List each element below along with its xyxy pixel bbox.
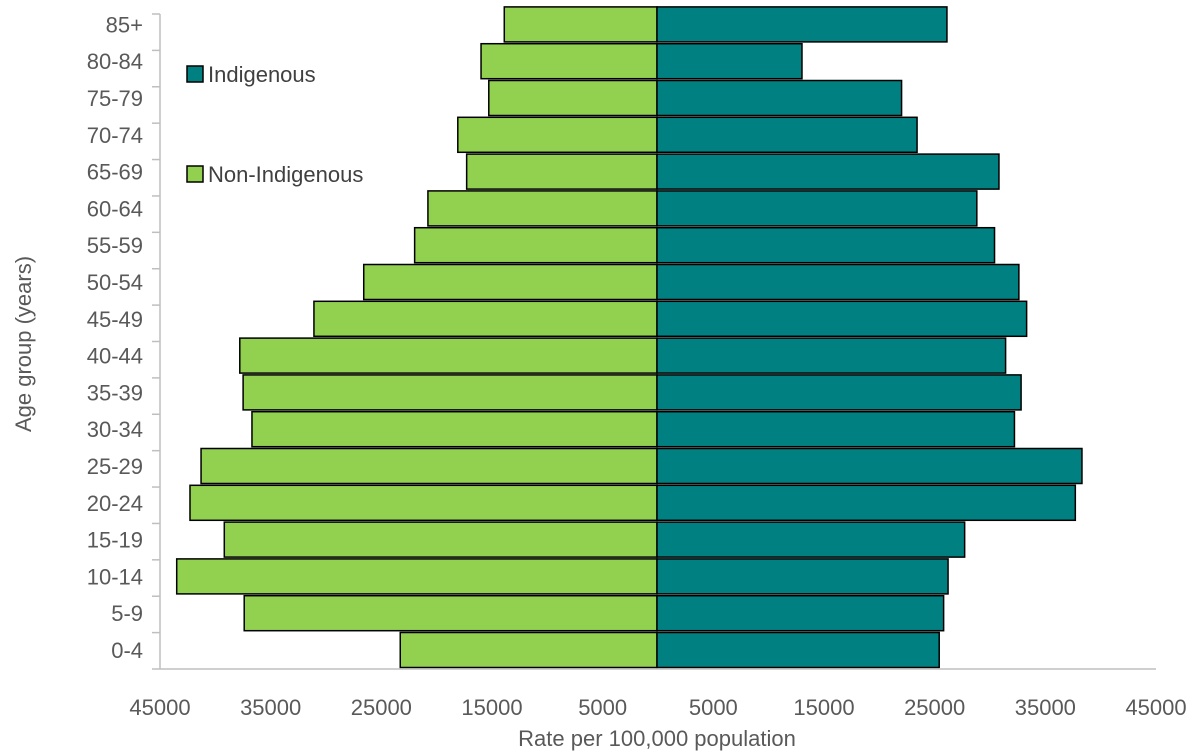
indigenous-bar-30-34 (656, 410, 1016, 448)
non-indigenous-bar-65-69 (465, 153, 658, 190)
x-tick-label: 35000 (240, 695, 301, 720)
y-tick-label-75-79: 75-79 (87, 86, 143, 111)
y-axis-title: Age group (years) (11, 256, 36, 432)
non-indigenous-bar-5-9 (243, 594, 658, 632)
x-tick-label: 5000 (578, 695, 627, 720)
indigenous-bar-15-19 (656, 521, 966, 558)
x-tick-label: 35000 (1015, 695, 1076, 720)
indigenous-bar-60-64 (656, 190, 978, 227)
non-indigenous-bar-15-19 (223, 521, 658, 558)
x-tick-label: 45000 (129, 695, 190, 720)
x-axis-title: Rate per 100,000 population (518, 726, 796, 751)
y-tick-label-65-69: 65-69 (87, 160, 143, 185)
indigenous-bar-65-69 (656, 153, 1000, 190)
y-tick-label-20-24: 20-24 (87, 491, 143, 516)
indigenous-bar-70-74 (656, 116, 918, 154)
y-tick-label-55-59: 55-59 (87, 233, 143, 258)
y-tick-label-70-74: 70-74 (87, 123, 143, 148)
y-tick-label-60-64: 60-64 (87, 196, 143, 221)
indigenous-bar-5-9 (656, 594, 945, 632)
y-tick-label-80-84: 80-84 (87, 49, 143, 74)
non-indigenous-bar-10-14 (175, 558, 658, 595)
non-indigenous-bar-50-54 (362, 263, 658, 301)
non-indigenous-bar-80-84 (480, 42, 658, 80)
non-indigenous-bar-45-49 (313, 300, 658, 338)
y-tick-label-30-34: 30-34 (87, 417, 143, 442)
y-tick-labels: 0-4 5-9 10-14 15-19 20-24 25-29 30-34 35-39 40-4… (87, 12, 143, 663)
x-tick-label: 25000 (351, 695, 412, 720)
indigenous-bar-85+ (656, 6, 948, 43)
legend-label-non-indigenous: Non-Indigenous (208, 162, 363, 187)
y-tick-label-85+: 85+ (106, 12, 143, 37)
non-indigenous-bar-20-24 (189, 484, 658, 522)
y-tick-label-10-14: 10-14 (87, 564, 143, 589)
indigenous-bar-75-79 (656, 79, 903, 117)
axes (152, 13, 1156, 670)
indigenous-bar-10-14 (656, 558, 949, 595)
y-tick-label-0-4: 0-4 (111, 638, 143, 663)
indigenous-bar-20-24 (656, 484, 1077, 522)
non-indigenous-bar-35-39 (242, 374, 658, 411)
non-indigenous-bars (175, 6, 658, 669)
legend-swatch-non-indigenous (186, 165, 204, 183)
legend-swatch-indigenous (186, 65, 204, 83)
non-indigenous-bar-30-34 (251, 410, 658, 448)
y-tick-label-5-9: 5-9 (111, 601, 143, 626)
indigenous-bar-0-4 (656, 631, 940, 669)
non-indigenous-bar-40-44 (239, 337, 658, 374)
x-tick-label: 5000 (689, 695, 738, 720)
indigenous-bar-25-29 (656, 447, 1083, 485)
y-tick-label-45-49: 45-49 (87, 307, 143, 332)
non-indigenous-bar-25-29 (200, 447, 658, 485)
legend-label-indigenous: Indigenous (208, 62, 316, 87)
non-indigenous-bar-60-64 (427, 190, 658, 227)
indigenous-bar-55-59 (656, 226, 996, 264)
y-tick-label-40-44: 40-44 (87, 344, 143, 369)
y-tick-label-15-19: 15-19 (87, 528, 143, 553)
y-tick-label-50-54: 50-54 (87, 270, 143, 295)
non-indigenous-bar-55-59 (413, 226, 658, 264)
non-indigenous-bar-85+ (503, 6, 658, 43)
non-indigenous-bar-70-74 (457, 116, 658, 154)
indigenous-bar-50-54 (656, 263, 1020, 301)
indigenous-bars (656, 6, 1083, 669)
y-tick-label-35-39: 35-39 (87, 380, 143, 405)
non-indigenous-bar-75-79 (488, 79, 658, 117)
legend: Indigenous Non-Indigenous (186, 62, 363, 187)
non-indigenous-bar-0-4 (399, 631, 658, 669)
indigenous-bar-45-49 (656, 300, 1028, 338)
indigenous-bar-40-44 (656, 337, 1007, 374)
indigenous-bar-35-39 (656, 374, 1022, 411)
y-tick-label-25-29: 25-29 (87, 454, 143, 479)
indigenous-bar-80-84 (656, 42, 803, 80)
x-tick-label: 45000 (1125, 695, 1186, 720)
x-tick-label: 15000 (461, 695, 522, 720)
x-tick-label: 25000 (904, 695, 965, 720)
x-tick-label: 15000 (793, 695, 854, 720)
x-tick-labels: 45000 35000 25000 15000 5000 5000 15000 25000 35… (129, 695, 1186, 720)
